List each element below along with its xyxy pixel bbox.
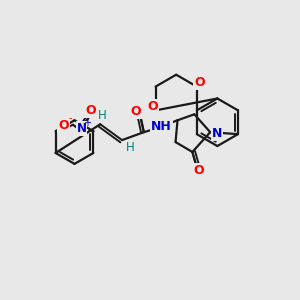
Text: -: -	[69, 113, 72, 123]
Text: N: N	[212, 127, 222, 140]
Text: H: H	[98, 109, 106, 122]
Text: O: O	[130, 105, 141, 118]
Text: O: O	[193, 164, 204, 177]
Text: H: H	[126, 140, 134, 154]
Text: NH: NH	[151, 120, 172, 133]
Text: +: +	[83, 118, 92, 128]
Text: O: O	[147, 100, 158, 113]
Text: O: O	[194, 76, 205, 89]
Text: O: O	[85, 104, 96, 117]
Text: N: N	[76, 122, 86, 135]
Text: O: O	[58, 119, 69, 132]
